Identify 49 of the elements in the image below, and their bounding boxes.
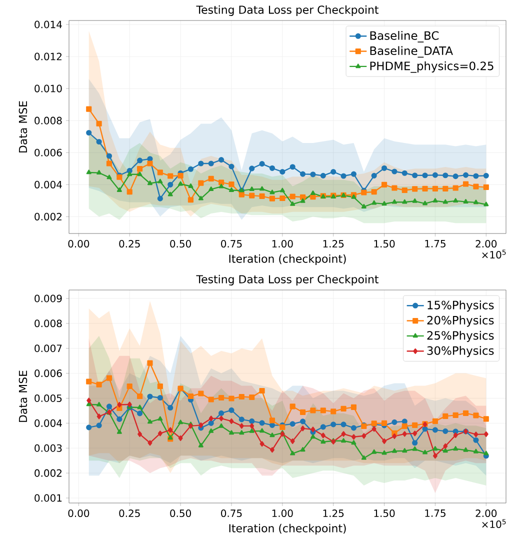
x-tick-label: 1.25 — [323, 240, 344, 248]
x-tick-label: 0.00 — [68, 240, 90, 248]
y-tick-label: 0.006 — [34, 370, 62, 378]
y-tick-label: 0.014 — [34, 20, 62, 28]
y-tick-label: 0.012 — [34, 52, 62, 60]
x-tick-label: 0.50 — [170, 240, 191, 248]
x-tick-label: 0.50 — [170, 510, 191, 518]
y-tick-label: 0.006 — [34, 148, 62, 156]
legend-label: Baseline_BC — [370, 31, 439, 42]
legend-label: 30%Physics — [427, 346, 494, 358]
x-tick-label: 2.00 — [476, 510, 497, 518]
text: ×10$^{5}$ — [482, 250, 506, 259]
x-axis-title: Iteration (checkpoint) — [229, 524, 346, 534]
x-tick-label: 0.25 — [119, 510, 140, 518]
y-tick-label: 0.002 — [34, 212, 62, 220]
y-tick-label: 0.008 — [34, 320, 62, 328]
legend-label: 20%Physics — [427, 316, 494, 327]
x-tick-label: 0.75 — [221, 240, 242, 248]
x-tick-label: 0.00 — [68, 510, 90, 518]
x-tick-label: 1.75 — [425, 240, 446, 248]
chart-title: Testing Data Loss per Checkpoint — [196, 274, 379, 286]
legend-label: 25%Physics — [427, 330, 494, 342]
y-tick-label: 0.004 — [34, 180, 62, 188]
y-tick-label: 0.010 — [34, 84, 62, 92]
x-tick-label: 1.00 — [272, 510, 293, 518]
legend-label: Baseline_DATA — [370, 46, 453, 58]
y-tick-label: 0.009 — [34, 294, 62, 302]
legend-label: PHDME_physics=0.25 — [370, 61, 494, 73]
y-tick-label: 0.005 — [34, 394, 62, 402]
x-tick-label: 1.50 — [374, 240, 395, 248]
x-axis-title: Iteration (checkpoint) — [229, 254, 346, 265]
x-tick-label: 1.50 — [374, 510, 395, 518]
y-axis-title: Data MSE — [18, 101, 28, 152]
x-tick-label: 1.75 — [425, 510, 446, 517]
y-tick-label: 0.007 — [34, 344, 62, 352]
y-tick-label: 0.001 — [34, 494, 62, 502]
y-tick-label: 0.002 — [34, 469, 62, 477]
x-tick-label: 1.25 — [323, 510, 344, 518]
x-tick-label: 2.00 — [476, 240, 497, 248]
y-axis-title: Data MSE — [18, 370, 28, 422]
y-tick-label: 0.008 — [34, 116, 62, 124]
x-tick-label: 1.00 — [272, 240, 293, 248]
x-tick-label: 0.25 — [119, 240, 140, 248]
chart-title: Testing Data Loss per Checkpoint — [196, 5, 379, 16]
y-tick-label: 0.003 — [34, 444, 62, 452]
text: ×10$^{5}$ — [482, 519, 506, 528]
x-tick-label: 0.75 — [221, 510, 242, 518]
y-tick-label: 0.004 — [34, 419, 62, 427]
legend-label: 15%Physics — [428, 300, 494, 312]
